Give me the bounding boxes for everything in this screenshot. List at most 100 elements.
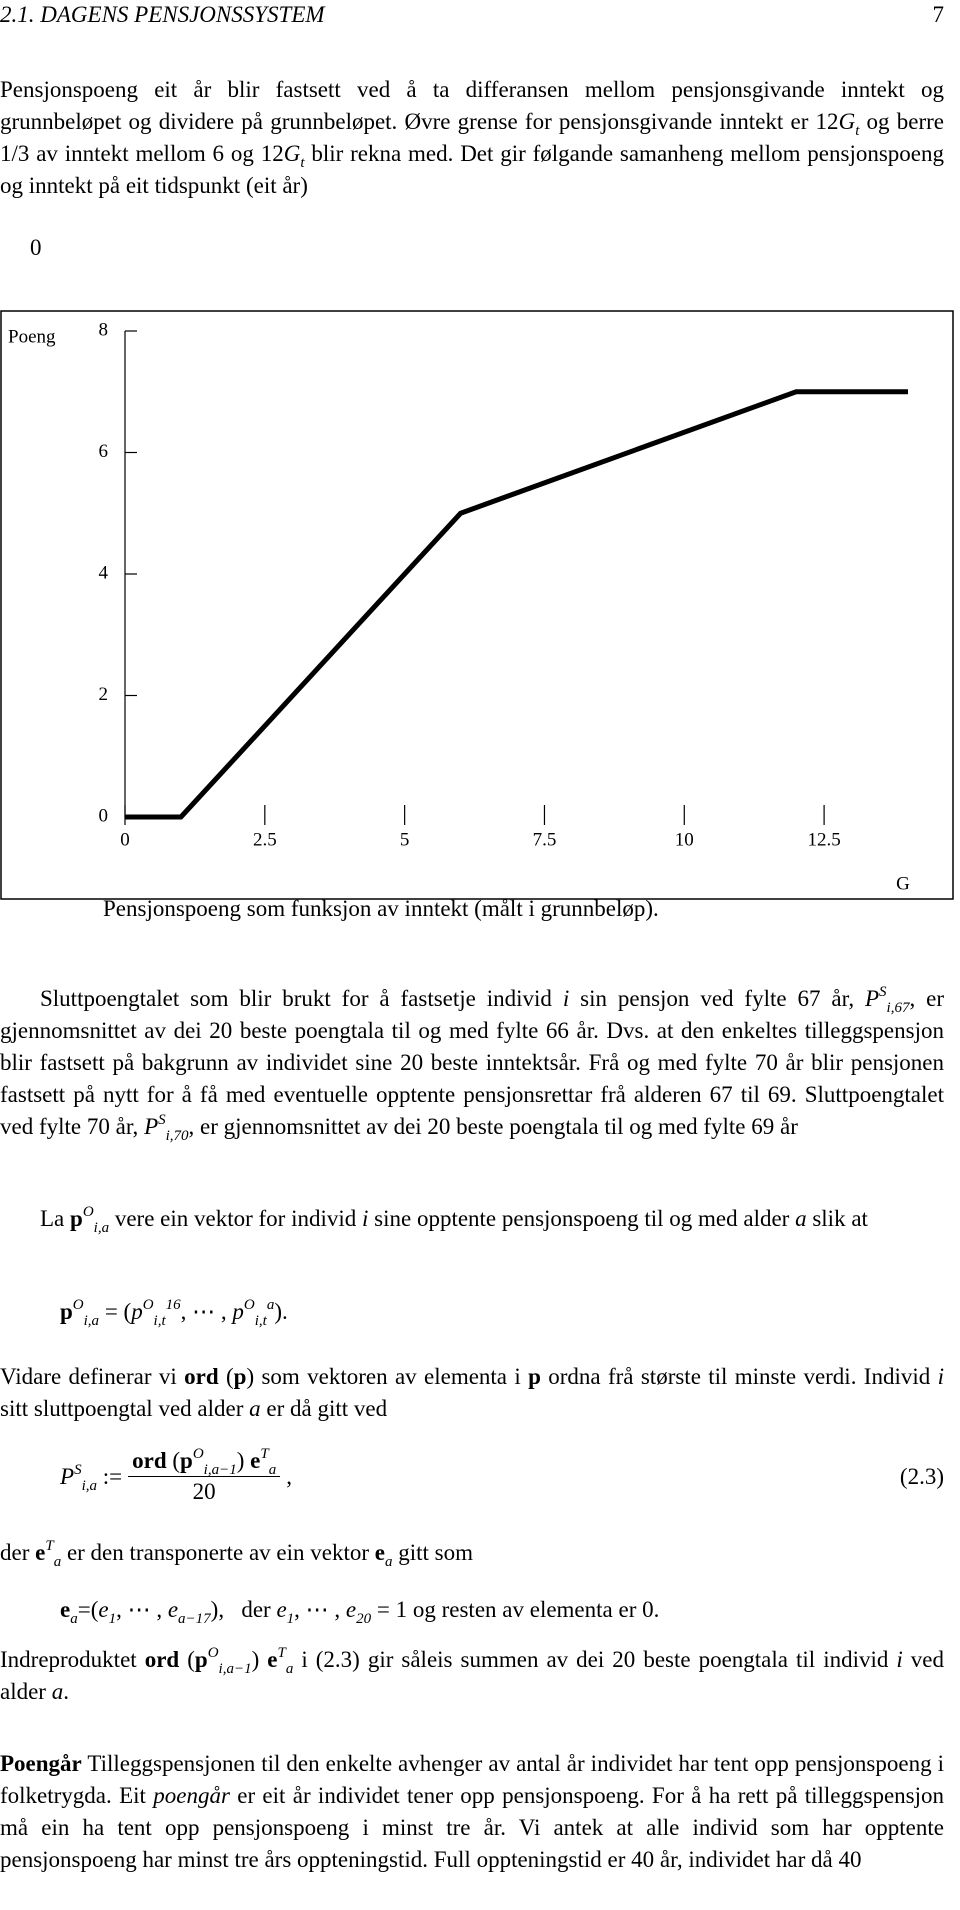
text-run: ved alder [0, 1647, 945, 1704]
superscript: O [207, 1645, 219, 1661]
subscript: 1 [286, 1611, 295, 1627]
text-run: er den transponerte av ein vektor [61, 1540, 375, 1565]
superscript: 16 [165, 1297, 181, 1313]
text-run: , ⋯ , [116, 1597, 168, 1622]
italic-run: a [249, 1396, 261, 1421]
fraction: ord (pOi,a−1) eTa 20 [128, 1446, 281, 1505]
superscript: O [82, 1204, 94, 1220]
paragraph: Sluttpoengtalet som blir brukt for å fas… [0, 983, 944, 1144]
text-run: , [286, 1463, 292, 1489]
text-run: gitt som [392, 1540, 473, 1565]
text-run: ) [251, 1647, 268, 1672]
text-run: , er gjennomsnittet av dei 20 beste poen… [188, 1114, 798, 1139]
text-run: := [96, 1463, 123, 1489]
bold-run: p [70, 1206, 83, 1231]
bold-run: e [35, 1540, 46, 1565]
subscript: i,a−1 [203, 1462, 237, 1478]
paragraph: Poengår Tilleggspensjonen til den enkelt… [0, 1748, 944, 1876]
subscript: 20 [356, 1611, 372, 1627]
text-run: Vidare definerar vi [0, 1364, 185, 1389]
figure-frame [0, 310, 954, 900]
bold-run: p [194, 1647, 208, 1672]
equation: pOi,a = (pOi,t16, ⋯ , pOi,ta). [60, 1296, 288, 1329]
y-tick-label: 0 [99, 805, 109, 826]
numerator: ord (pOi,a−1) eTa [128, 1446, 281, 1478]
x-tick-label: 0 [120, 829, 130, 850]
subscript: i,70 [165, 1128, 189, 1144]
text-run: ). [274, 1299, 288, 1324]
subscript: i,t [254, 1313, 267, 1329]
paragraph: Indreproduktet ord (pOi,a−1) eTa i (2.3)… [0, 1644, 944, 1708]
bold-run: ord [184, 1364, 219, 1389]
text-run: , ⋯ , [294, 1597, 346, 1622]
bold-run: e [267, 1647, 278, 1672]
text-run: er eit år individet tener opp pensjonspo… [0, 1783, 944, 1872]
paragraph: La pOi,a vere ein vektor for individ i s… [0, 1203, 944, 1236]
x-tick-label: 2.5 [253, 829, 277, 850]
superscript: O [192, 1446, 204, 1462]
subscript: a [70, 1611, 78, 1627]
equation: PSi,a := ord (pOi,a−1) eTa 20 , (2.3) [60, 1446, 944, 1505]
x-tick-label: 10 [675, 829, 694, 850]
italic-run: i [937, 1364, 944, 1389]
italic-run: P [144, 1114, 159, 1139]
equation-lhs: PSi,a := [60, 1461, 123, 1493]
subscript: i,t [153, 1313, 166, 1329]
x-tick-label: 12.5 [807, 829, 840, 850]
italic-run: i [562, 986, 570, 1011]
text-run: =( [77, 1597, 99, 1622]
bold-run: p [233, 1364, 247, 1389]
text-run: Pensjonspoeng eit år blir fastsett ved å… [0, 77, 944, 134]
text-run: . [63, 1679, 69, 1704]
text-run: = 1 og resten av elementa er 0. [371, 1597, 660, 1622]
subscript: 1 [108, 1611, 117, 1627]
denominator: 20 [193, 1477, 216, 1505]
y-tick-label: 6 [99, 441, 109, 462]
text-run: , er gjennomsnittet av dei 20 beste poen… [0, 986, 944, 1139]
bold-run: ord [132, 1448, 167, 1473]
text-run: ), der [210, 1597, 277, 1622]
italic-run: e [167, 1597, 179, 1622]
italic-run: p [232, 1299, 244, 1324]
superscript: T [277, 1645, 286, 1661]
text-run: ( [179, 1647, 195, 1672]
text-run: ) som vektoren av elementa i [246, 1364, 529, 1389]
text-run: ) [236, 1448, 251, 1473]
bold-run: e [374, 1540, 385, 1565]
italic-run: G [838, 109, 856, 134]
superscript: O [142, 1297, 154, 1313]
superscript: S [158, 1112, 166, 1128]
text-run: Sluttpoengtalet som blir brukt for å fas… [40, 986, 563, 1011]
paragraph: Vidare definerar vi ord (p) som vektoren… [0, 1361, 944, 1425]
subscript: i,a [93, 1220, 110, 1236]
text-run: slik at [806, 1206, 868, 1231]
chart: Poeng G 0 2 4 6 8 0 2.5 5 7.5 10 12.5 [0, 310, 954, 900]
superscript: S [879, 984, 887, 1000]
bold-run: e [60, 1597, 71, 1622]
text-run: blir rekna med. Det gir følgande samanhe… [0, 141, 944, 198]
text-run: Indreproduktet [0, 1647, 145, 1672]
running-header: 2.1. DAGENS PENSJONSSYSTEM 7 [0, 2, 944, 28]
x-tick-label: 5 [400, 829, 410, 850]
bold-run: ord [144, 1647, 180, 1672]
x-axis-label: G [896, 873, 910, 894]
bold-run: Poengår [0, 1751, 82, 1776]
text-run: Tilleggspensjonen til den enkelte avheng… [0, 1751, 944, 1808]
paragraph: der eTa er den transponerte av ein vekto… [0, 1537, 944, 1570]
figure-caption: Pensjonspoeng som funksjon av inntekt (m… [103, 896, 659, 921]
subscript: t [300, 155, 305, 171]
text-run: der [0, 1540, 36, 1565]
italic-run: e [345, 1597, 357, 1622]
superscript: O [72, 1297, 84, 1313]
text-run: 0 [30, 235, 42, 260]
text-run: ordna frå største til minste verdi. Indi… [540, 1364, 938, 1389]
y-tick-label: 2 [99, 684, 109, 705]
text-run: ( [166, 1448, 181, 1473]
text-run: ( [218, 1364, 234, 1389]
superscript: S [74, 1461, 82, 1478]
superscript: T [45, 1538, 54, 1554]
bold-run: e [250, 1448, 261, 1473]
text-run: sitt sluttpoengtal ved alder [0, 1396, 250, 1421]
subscript: a [268, 1462, 277, 1478]
